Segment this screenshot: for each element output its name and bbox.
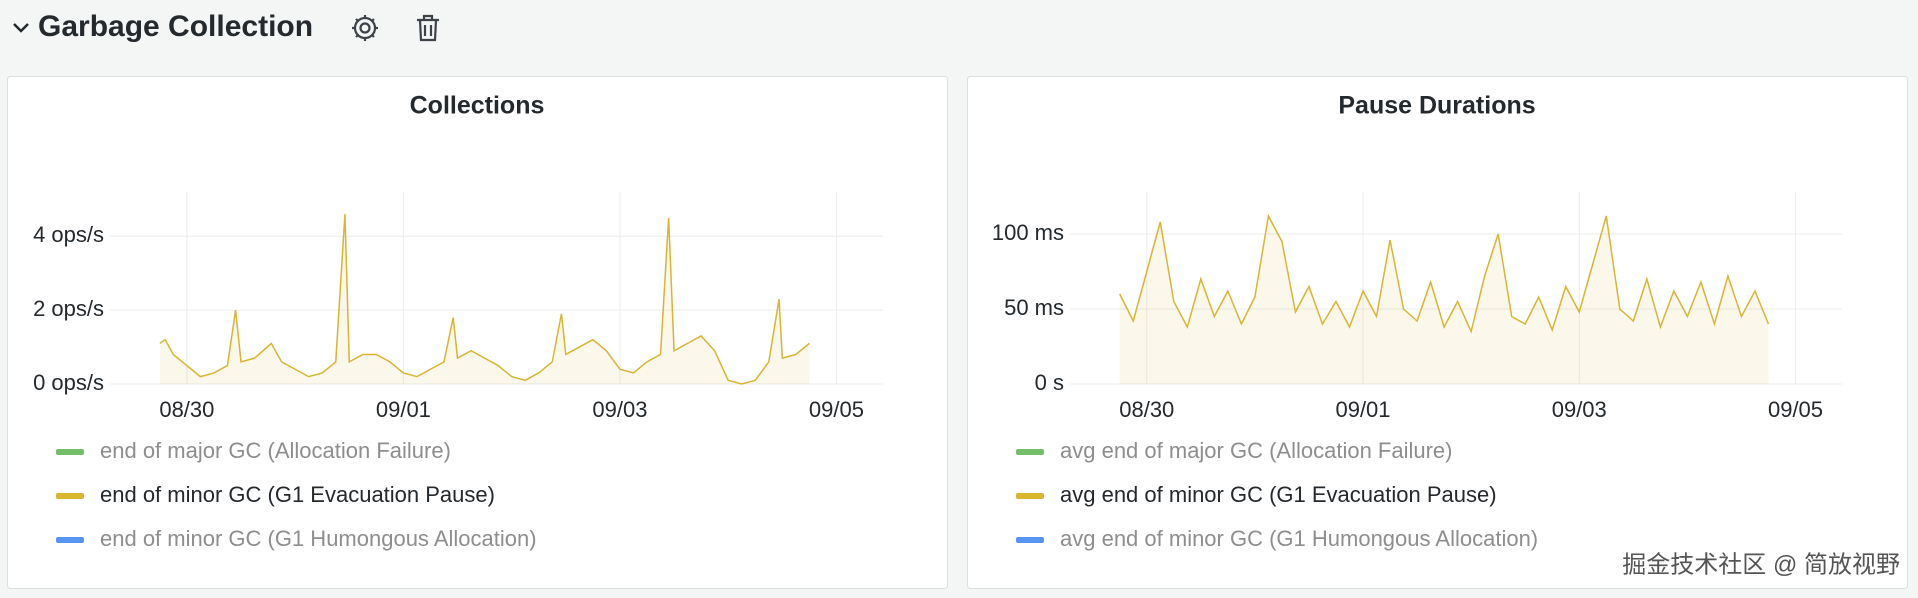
y-tick-label: 50 ms bbox=[1004, 295, 1064, 320]
x-tick-label: 09/01 bbox=[1335, 397, 1390, 422]
y-tick-label: 0 ops/s bbox=[33, 370, 104, 395]
legend-swatch bbox=[56, 449, 84, 455]
panel-title: Collections bbox=[410, 92, 545, 120]
legend-label[interactable]: avg end of minor GC (G1 Humongous Alloca… bbox=[1060, 526, 1538, 551]
series-line bbox=[159, 214, 810, 385]
legend-label[interactable]: avg end of minor GC (G1 Evacuation Pause… bbox=[1060, 482, 1497, 507]
legend-label[interactable]: end of minor GC (G1 Evacuation Pause) bbox=[100, 482, 495, 507]
y-tick-label: 4 ops/s bbox=[33, 222, 104, 247]
panel bbox=[967, 76, 1908, 589]
x-tick-label: 09/05 bbox=[1768, 397, 1823, 422]
series-area bbox=[1119, 216, 1769, 384]
y-tick-label: 2 ops/s bbox=[33, 296, 104, 321]
watermark: 掘金技术社区 @ 简放视野 bbox=[1622, 551, 1900, 578]
panel-title: Pause Durations bbox=[1338, 92, 1535, 120]
series-line bbox=[1119, 213, 1770, 334]
legend-swatch bbox=[56, 493, 84, 499]
x-tick-label: 09/01 bbox=[376, 397, 431, 422]
x-tick-label: 08/30 bbox=[159, 397, 214, 422]
legend-swatch bbox=[56, 537, 84, 543]
x-tick-label: 08/30 bbox=[1119, 397, 1174, 422]
delete-icon[interactable] bbox=[417, 14, 439, 42]
legend-swatch bbox=[1016, 449, 1044, 455]
settings-icon[interactable] bbox=[352, 15, 378, 41]
x-tick-label: 09/05 bbox=[809, 397, 864, 422]
row-title[interactable]: Garbage Collection bbox=[38, 10, 313, 43]
x-tick-label: 09/03 bbox=[1552, 397, 1607, 422]
legend-label[interactable]: end of major GC (Allocation Failure) bbox=[100, 438, 451, 463]
legend-swatch bbox=[1016, 493, 1044, 499]
x-tick-label: 09/03 bbox=[592, 397, 647, 422]
panel bbox=[7, 76, 948, 589]
legend-label[interactable]: avg end of major GC (Allocation Failure) bbox=[1060, 438, 1453, 463]
legend-swatch bbox=[1016, 537, 1044, 543]
legend-label[interactable]: end of minor GC (G1 Humongous Allocation… bbox=[100, 526, 537, 551]
collapse-chevron[interactable] bbox=[13, 23, 29, 33]
y-tick-label: 0 s bbox=[1035, 370, 1064, 395]
y-tick-label: 100 ms bbox=[992, 220, 1064, 245]
